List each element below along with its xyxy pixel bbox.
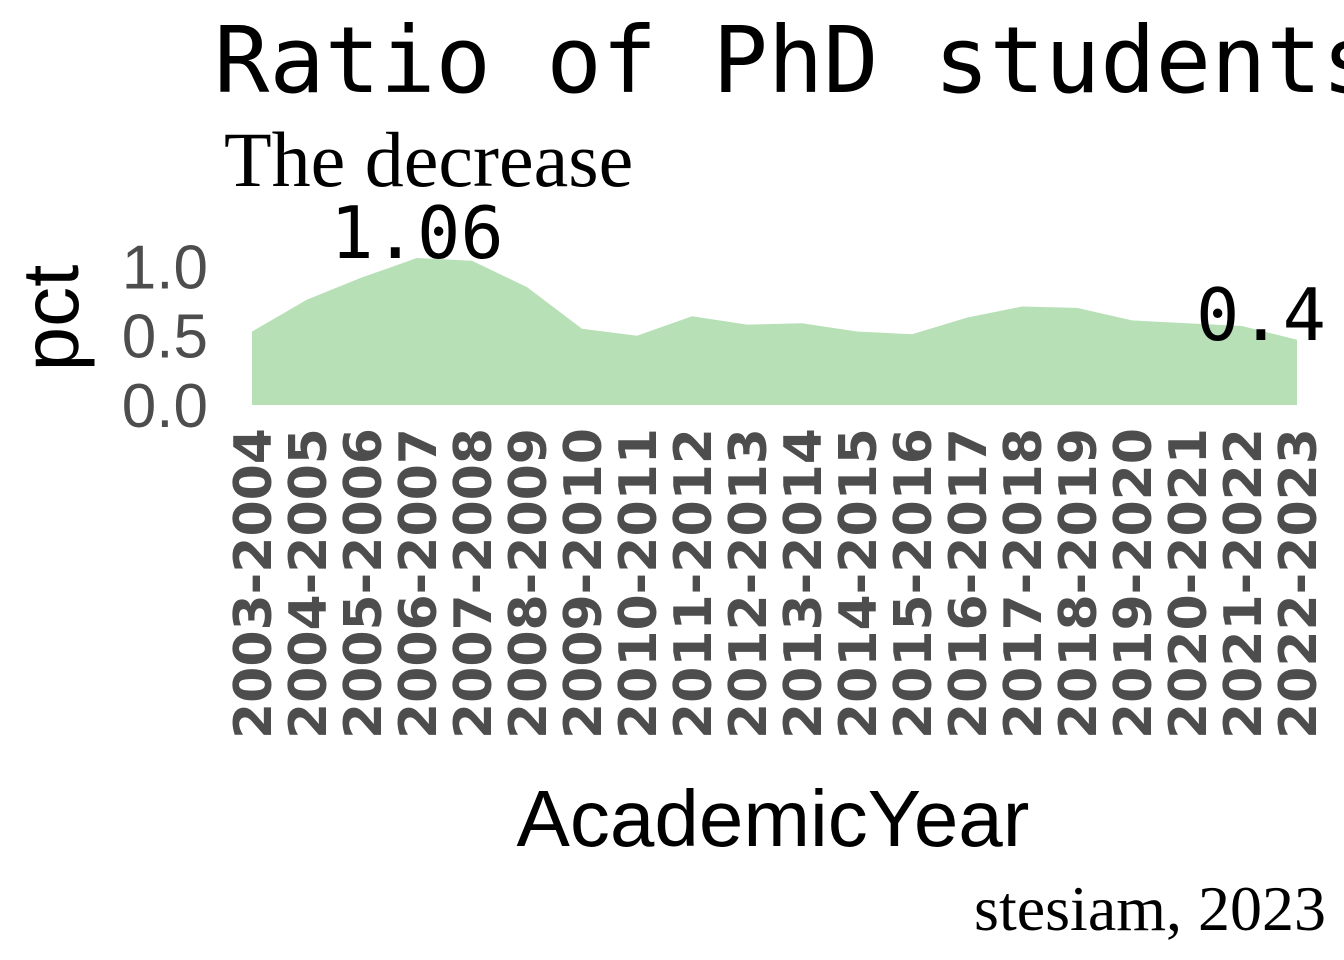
y-tick-label: 1.0 (122, 233, 208, 302)
x-tick-label: 2019-2020 (1104, 428, 1164, 739)
y-tick-label: 0.0 (122, 372, 208, 441)
x-tick-label: 2008-2009 (499, 428, 559, 739)
x-tick-label: 2012-2013 (719, 428, 779, 739)
x-axis-ticks: 2003-20042004-20052005-20062006-20072007… (224, 428, 1329, 739)
x-tick-label: 2009-2010 (554, 428, 614, 739)
x-tick-label: 2003-2004 (224, 428, 284, 739)
x-tick-label: 2022-2023 (1269, 428, 1329, 739)
annotations: 1.06 0.4 (330, 191, 1326, 357)
x-tick-label: 2018-2019 (1049, 428, 1109, 739)
data-label: 1.06 (330, 191, 503, 275)
x-tick-label: 2010-2011 (609, 428, 669, 739)
y-axis-title: pct (6, 265, 95, 372)
area-series (252, 258, 1297, 405)
x-tick-label: 2011-2012 (664, 428, 724, 739)
x-tick-label: 2006-2007 (389, 428, 449, 739)
x-tick-label: 2020-2021 (1159, 428, 1219, 739)
x-tick-label: 2013-2014 (774, 428, 834, 739)
x-axis-title: AcademicYear (517, 774, 1030, 863)
chart-subtitle: The decrease (224, 116, 633, 203)
y-axis-ticks: 0.00.51.0 (122, 233, 208, 441)
x-tick-label: 2021-2022 (1214, 428, 1274, 739)
data-label: 0.4 (1196, 273, 1326, 357)
plot-area (252, 258, 1297, 405)
chart-caption: stesiam, 2023 (974, 873, 1326, 944)
x-tick-label: 2007-2008 (444, 428, 504, 739)
x-tick-label: 2005-2006 (334, 428, 394, 739)
x-tick-label: 2015-2016 (884, 428, 944, 739)
y-tick-label: 0.5 (122, 303, 208, 372)
chart-title: Ratio of PhD students per H (214, 7, 1344, 114)
x-tick-label: 2016-2017 (939, 428, 999, 739)
x-tick-label: 2017-2018 (994, 428, 1054, 739)
x-tick-label: 2014-2015 (829, 428, 889, 739)
x-tick-label: 2004-2005 (279, 428, 339, 739)
